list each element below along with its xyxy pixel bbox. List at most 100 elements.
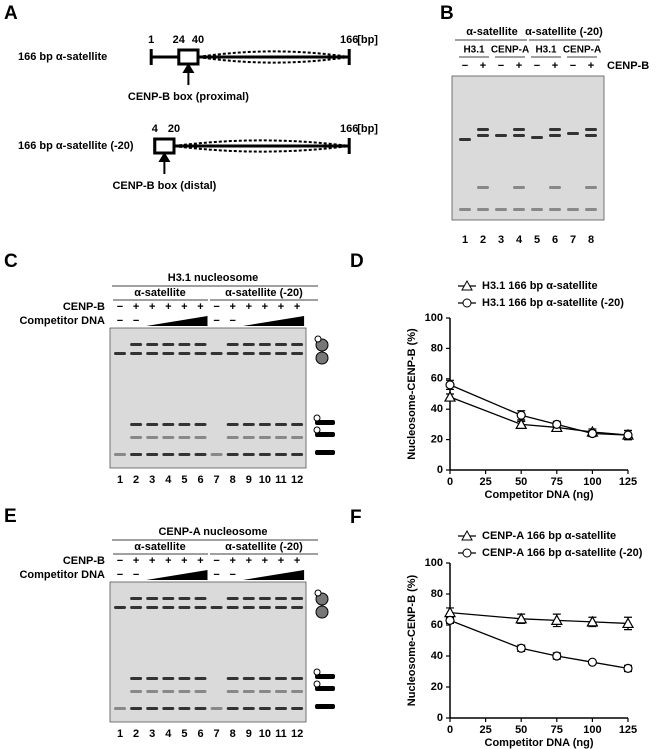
gel-band bbox=[130, 707, 143, 710]
gel-band bbox=[258, 352, 271, 355]
label: 100 bbox=[425, 557, 443, 569]
gel-band bbox=[130, 352, 143, 355]
gel-band bbox=[585, 134, 597, 137]
label: α-satellite (-20) bbox=[225, 287, 303, 299]
gel-band bbox=[242, 352, 255, 355]
label: 4 bbox=[152, 123, 159, 135]
label: 6 bbox=[197, 728, 203, 740]
gel-band bbox=[130, 597, 143, 600]
label: − bbox=[534, 60, 540, 72]
data-point bbox=[443, 606, 457, 618]
gel-band bbox=[130, 677, 143, 680]
dna-icon bbox=[315, 686, 335, 691]
gel-band bbox=[178, 352, 191, 355]
gel-band bbox=[275, 677, 287, 680]
gel-band bbox=[275, 707, 287, 710]
label: 166 bbox=[340, 34, 358, 46]
label: CENP-B box (distal) bbox=[112, 180, 216, 192]
label: H3.1 nucleosome bbox=[168, 272, 258, 284]
label: + bbox=[149, 555, 155, 567]
label: − bbox=[213, 569, 219, 581]
data-point bbox=[515, 612, 528, 624]
data-point bbox=[623, 663, 633, 674]
gel-band bbox=[146, 423, 159, 426]
gel-band bbox=[226, 606, 239, 609]
label: − bbox=[498, 60, 504, 72]
gel-band bbox=[194, 436, 207, 439]
label: + bbox=[197, 555, 203, 567]
panel-letter: F bbox=[350, 507, 362, 528]
gel-band bbox=[291, 690, 304, 693]
label: CENP-A bbox=[563, 45, 601, 56]
label: 40 bbox=[192, 34, 204, 46]
gel-band bbox=[130, 606, 143, 609]
legend-marker bbox=[462, 298, 472, 308]
label: 166 bbox=[340, 123, 358, 135]
data-point bbox=[443, 390, 457, 402]
series-line bbox=[449, 619, 629, 670]
gel-band bbox=[226, 343, 239, 346]
label: α-satellite bbox=[466, 26, 517, 38]
gel-band bbox=[146, 606, 159, 609]
label: + bbox=[294, 301, 300, 313]
gel-band bbox=[531, 208, 543, 211]
panel-letter: A bbox=[4, 3, 18, 24]
gel-band bbox=[513, 186, 525, 189]
label: 5 bbox=[534, 234, 540, 246]
gel-band bbox=[275, 352, 287, 355]
gel-band bbox=[258, 343, 271, 346]
label: CENP-B bbox=[63, 555, 105, 567]
gel-band bbox=[178, 707, 191, 710]
label: 10 bbox=[259, 728, 271, 740]
dna-icon bbox=[315, 450, 335, 455]
label: [bp] bbox=[357, 34, 378, 46]
gel-band bbox=[194, 707, 207, 710]
gel-band bbox=[178, 423, 191, 426]
gel-band bbox=[178, 606, 191, 609]
label: 8 bbox=[230, 728, 236, 740]
gel-band bbox=[477, 208, 489, 211]
cenpb-icon bbox=[313, 426, 321, 434]
label: Competitor DNA bbox=[19, 315, 105, 327]
data-point bbox=[550, 614, 563, 625]
label: 7 bbox=[214, 474, 220, 486]
gel-band bbox=[513, 134, 525, 137]
gel-band bbox=[258, 453, 271, 456]
label: [bp] bbox=[357, 123, 378, 135]
label: 10 bbox=[259, 474, 271, 486]
cenpb-icon bbox=[314, 335, 322, 343]
gel-band bbox=[162, 343, 175, 346]
label: + bbox=[229, 555, 235, 567]
gel-band bbox=[146, 677, 159, 680]
label: 75 bbox=[551, 724, 563, 736]
label: Competitor DNA (ng) bbox=[485, 737, 594, 749]
gel-band bbox=[162, 597, 175, 600]
label: − bbox=[570, 60, 576, 72]
label: 7 bbox=[570, 234, 576, 246]
gel-band bbox=[291, 423, 304, 426]
label: − bbox=[133, 569, 139, 581]
gel-band bbox=[226, 707, 239, 710]
label: 80 bbox=[431, 342, 443, 354]
gel-band bbox=[477, 128, 489, 131]
gel-band bbox=[226, 690, 239, 693]
gel-band bbox=[178, 677, 191, 680]
arrow-head bbox=[158, 152, 171, 162]
gel-band bbox=[194, 343, 207, 346]
gel-band bbox=[162, 677, 175, 680]
gel-band bbox=[130, 690, 143, 693]
gel-band bbox=[275, 436, 287, 439]
gel-band bbox=[130, 423, 143, 426]
gel-band bbox=[242, 436, 255, 439]
label: 5 bbox=[181, 728, 187, 740]
label: 3 bbox=[498, 234, 504, 246]
label: 60 bbox=[431, 373, 443, 385]
label: 9 bbox=[246, 474, 252, 486]
data-point bbox=[516, 410, 526, 420]
label: 0 bbox=[437, 712, 443, 724]
label: α-satellite bbox=[134, 541, 185, 553]
label: + bbox=[181, 555, 187, 567]
label: − bbox=[133, 315, 139, 327]
label: 1 bbox=[117, 474, 123, 486]
cenpb-icon bbox=[313, 668, 321, 676]
